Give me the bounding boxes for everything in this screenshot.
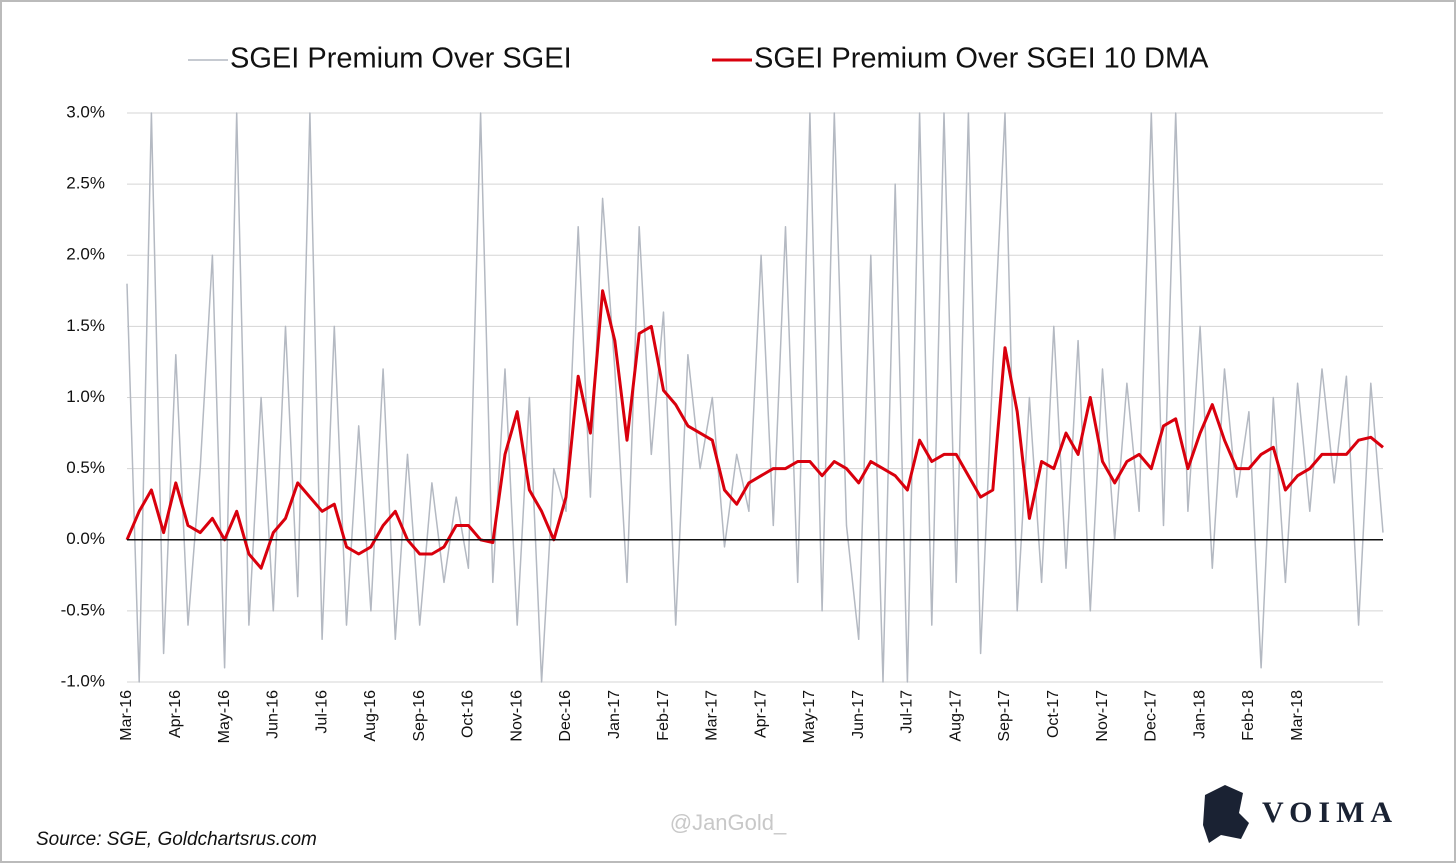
x-tick-label: Apr-16 — [167, 690, 184, 738]
x-tick-label: Jun-16 — [265, 690, 282, 739]
x-tick-label: Mar-16 — [118, 690, 135, 741]
x-tick-label: Feb-17 — [655, 690, 672, 741]
x-tick-label: Feb-18 — [1240, 690, 1257, 741]
y-tick-label: 2.5% — [66, 174, 105, 193]
legend-label: SGEI Premium Over SGEI — [230, 43, 572, 75]
y-tick-label: 0.0% — [66, 529, 105, 548]
y-tick-label: 2.0% — [66, 245, 105, 264]
y-tick-label: -1.0% — [61, 671, 105, 690]
y-tick-label: -0.5% — [61, 600, 105, 619]
brand: VOIMA — [1262, 796, 1398, 829]
watermark: @JanGold_ — [670, 810, 787, 835]
x-tick-label: Mar-18 — [1289, 690, 1306, 741]
x-tick-label: Sep-17 — [996, 690, 1013, 742]
x-tick-label: Jul-16 — [313, 690, 330, 734]
x-tick-label: Jan-17 — [606, 690, 623, 739]
x-tick-label: Apr-17 — [752, 690, 769, 738]
y-tick-label: 0.5% — [66, 458, 105, 477]
y-tick-label: 3.0% — [66, 102, 105, 121]
x-tick-label: Mar-17 — [704, 690, 721, 741]
logo-icon — [1203, 785, 1249, 843]
x-tick-label: Dec-17 — [1143, 690, 1160, 742]
series-line — [125, 289, 1384, 570]
x-tick-label: Oct-16 — [460, 690, 477, 738]
x-tick-label: Aug-17 — [947, 690, 964, 742]
y-tick-label: 1.0% — [66, 387, 105, 406]
logo — [1203, 785, 1249, 843]
x-tick-label: Aug-16 — [362, 690, 379, 742]
x-tick-label: May-17 — [801, 690, 818, 743]
legend-label: SGEI Premium Over SGEI 10 DMA — [754, 43, 1209, 75]
x-tick-label: May-16 — [216, 690, 233, 743]
x-tick-label: Sep-16 — [411, 690, 428, 742]
x-tick-label: Dec-16 — [557, 690, 574, 742]
x-tick-label: Jan-18 — [1191, 690, 1208, 739]
x-tick-label: Nov-16 — [508, 690, 525, 742]
y-tick-label: 1.5% — [66, 316, 105, 335]
series-line — [126, 112, 1384, 683]
x-tick-label: Jul-17 — [899, 690, 916, 734]
x-tick-label: Oct-17 — [1045, 690, 1062, 738]
x-tick-label: Nov-17 — [1094, 690, 1111, 742]
x-tick-label: Jun-17 — [850, 690, 867, 739]
source: Source: SGE, Goldchartsrus.com — [36, 829, 317, 850]
